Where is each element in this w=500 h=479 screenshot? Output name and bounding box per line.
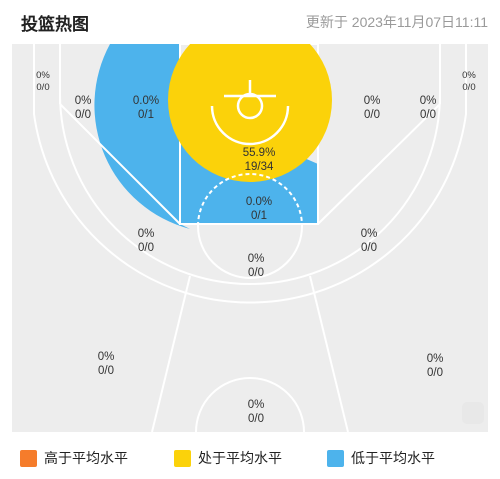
zone-label-paint: 0.0% 0/1 [229, 195, 289, 223]
zone-pct: 0% [247, 253, 265, 265]
zone-pct: 0% [247, 399, 265, 411]
zone-label-mid-right-elbow: 0% 0/0 [339, 227, 399, 255]
zone-pct: 0.0% [245, 196, 273, 208]
zone-ratio: 19/34 [244, 161, 274, 173]
zone-label-corner-left: 0% 0/0 [13, 70, 73, 94]
zone-pct: 0% [360, 228, 378, 240]
zone-ratio: 0/0 [98, 365, 114, 377]
zone-label-three-left: 0% 0/0 [76, 350, 136, 378]
watermark-logo-icon [462, 402, 484, 424]
zone-label-wing-right: 0% 0/0 [398, 94, 458, 122]
zone-pct: 0% [36, 70, 50, 81]
legend: 高于平均水平 处于平均水平 低于平均水平 [0, 448, 500, 472]
zone-ratio: 0/1 [251, 210, 267, 222]
zone-ratio: 0/0 [361, 242, 377, 254]
legend-label: 处于平均水平 [198, 450, 282, 466]
zone-ratio: 0/0 [462, 82, 476, 93]
legend-item-low: 低于平均水平 [327, 448, 435, 468]
legend-label: 低于平均水平 [351, 450, 435, 466]
three-point-arc [33, 44, 467, 304]
header: 投篮热图 更新于 2023年11月07日11:11 [0, 0, 500, 44]
zone-ratio: 0/0 [36, 82, 50, 93]
zone-pct: 0% [137, 228, 155, 240]
zone-ratio: 0/0 [248, 413, 264, 425]
zone-pct: 0% [419, 95, 437, 107]
shot-heatmap-court: 0% 0/0 0% 0/0 0.0% 0/1 55.9% 19/34 0% 0/… [12, 44, 488, 432]
zone-ratio: 0/0 [248, 267, 264, 279]
legend-item-average: 处于平均水平 [174, 448, 282, 468]
zone-label-mid-right-baseline: 0% 0/0 [342, 94, 402, 122]
legend-swatch-low [327, 449, 344, 467]
zone-ratio: 0/1 [138, 109, 154, 121]
zone-ratio: 0/0 [420, 109, 436, 121]
zone-label-mid-left-baseline: 0.0% 0/1 [116, 94, 176, 122]
zone-label-corner-right: 0% 0/0 [439, 70, 499, 94]
free-throw-circle [197, 225, 303, 279]
legend-swatch-average [174, 449, 191, 467]
legend-label: 高于平均水平 [44, 450, 128, 466]
divider-right-mid [317, 103, 441, 225]
zone-pct: 0% [74, 95, 92, 107]
zone-ratio: 0/0 [75, 109, 91, 121]
zone-label-restricted: 55.9% 19/34 [229, 146, 289, 174]
divider-right-deep [309, 275, 349, 432]
zone-pct: 0.0% [132, 95, 160, 107]
zone-ratio: 0/0 [427, 367, 443, 379]
center-circle [195, 377, 305, 432]
zone-restricted-area[interactable] [168, 44, 332, 182]
zone-ratio: 0/0 [364, 109, 380, 121]
restricted-arc [210, 105, 290, 146]
zone-pct: 0% [97, 351, 115, 363]
divider-left-deep [151, 275, 191, 432]
zone-label-wing-left: 0% 0/0 [53, 94, 113, 122]
legend-swatch-high [20, 449, 37, 467]
zone-pct: 55.9% [242, 147, 276, 159]
zone-label-mid-left-elbow: 0% 0/0 [116, 227, 176, 255]
page-title: 投篮热图 [21, 15, 89, 34]
zone-pct: 0% [363, 95, 381, 107]
free-throw-circle-top [197, 173, 303, 227]
zone-pct: 0% [462, 70, 476, 81]
zone-ratio: 0/0 [138, 242, 154, 254]
court-graphic [12, 44, 488, 432]
zone-label-three-top: 0% 0/0 [226, 398, 286, 426]
mid-range-arc [59, 44, 441, 285]
updated-timestamp: 更新于 2023年11月07日11:11 [305, 14, 488, 30]
zone-mid-left-baseline[interactable] [94, 44, 190, 229]
zone-label-three-right: 0% 0/0 [405, 352, 465, 380]
zone-pct: 0% [426, 353, 444, 365]
divider-left-mid [59, 103, 181, 225]
zone-label-top-key: 0% 0/0 [226, 252, 286, 280]
legend-item-high: 高于平均水平 [20, 448, 128, 468]
